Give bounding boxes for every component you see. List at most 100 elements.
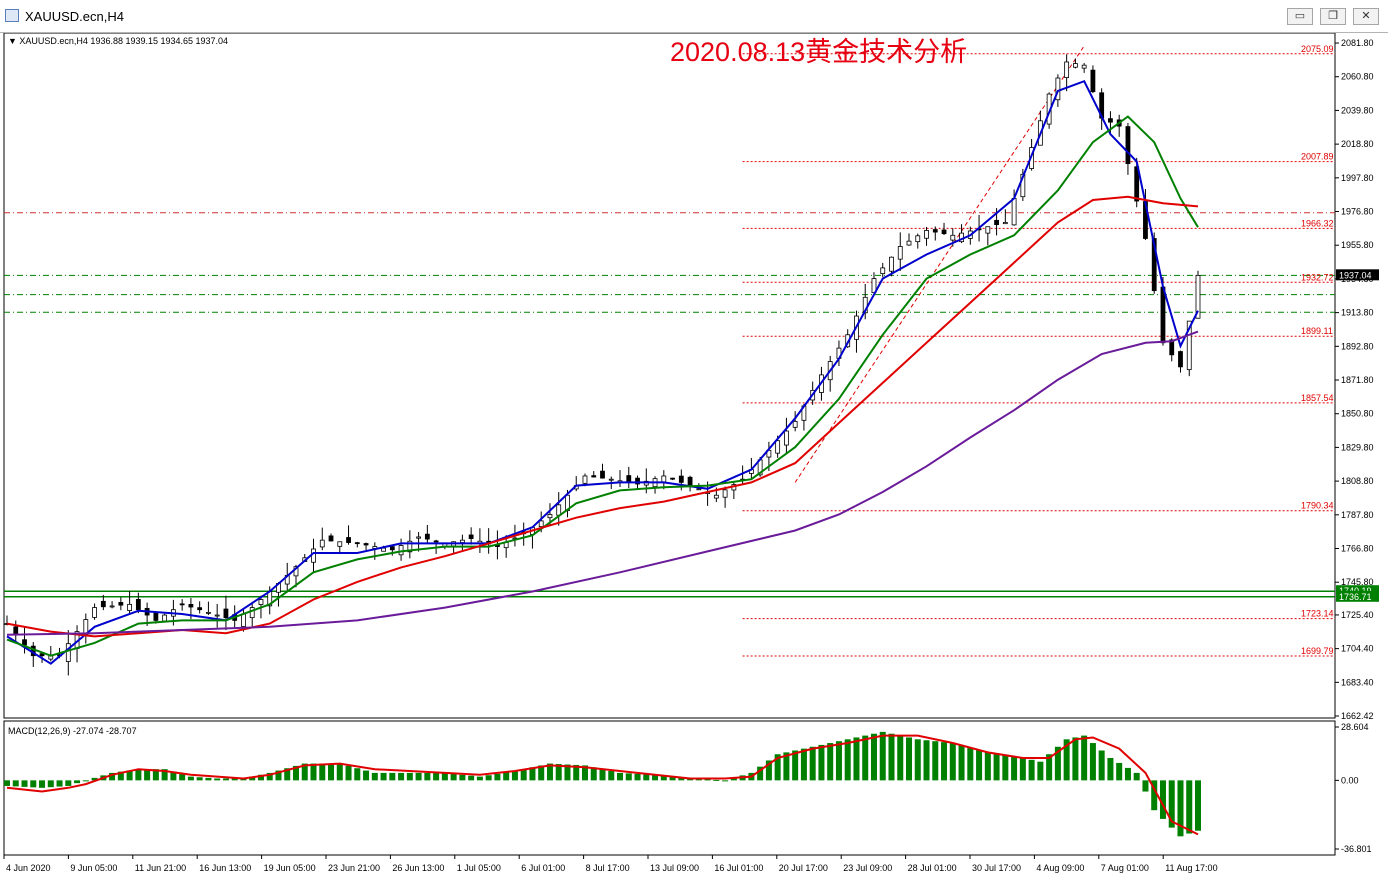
macd-histogram-bar: [468, 775, 475, 781]
level-label: 2075.09: [1301, 44, 1334, 54]
macd-histogram-bar: [310, 763, 317, 781]
macd-histogram-bar: [713, 779, 720, 781]
candle-body: [92, 607, 97, 618]
price-axis-label: 1683.40: [1341, 677, 1374, 687]
close-button[interactable]: ✕: [1353, 8, 1379, 25]
candle-body: [950, 234, 956, 241]
time-axis-label: 11 Jun 21:00: [135, 863, 186, 873]
macd-histogram-bar: [1028, 759, 1035, 781]
candle-body: [538, 520, 544, 528]
candle-body: [626, 475, 632, 483]
candle-body: [1151, 238, 1157, 292]
candle-body: [249, 607, 255, 619]
macd-histogram-bar: [39, 780, 46, 788]
macd-histogram-bar: [783, 752, 790, 781]
macd-histogram-bar: [433, 772, 440, 781]
minimize-button[interactable]: ▭: [1287, 8, 1313, 25]
macd-axis-label: 0.00: [1341, 775, 1359, 785]
macd-histogram-bar: [336, 763, 343, 781]
macd-histogram-bar: [56, 780, 63, 787]
price-axis-label: 1808.80: [1341, 476, 1374, 486]
chart-window[interactable]: ▼ XAUUSD.ecn,H4 1936.88 1939.15 1934.65 …: [0, 32, 1388, 889]
price-axis-label: 2060.80: [1341, 72, 1374, 82]
candle-body: [906, 240, 912, 246]
candle-body: [591, 475, 597, 478]
current-price-label: 1937.04: [1339, 270, 1372, 280]
candle-body: [153, 612, 159, 621]
macd-histogram-bar: [1072, 737, 1079, 781]
macd-histogram-bar: [1116, 762, 1123, 781]
time-axis-label: 16 Jun 13:00: [199, 863, 251, 873]
price-axis-label: 1997.80: [1341, 173, 1374, 183]
macd-histogram-bar: [1107, 757, 1114, 781]
level-label: 1899.11: [1301, 326, 1333, 336]
macd-histogram-bar: [984, 752, 991, 781]
macd-histogram-bar: [862, 735, 869, 781]
candle-body: [206, 611, 211, 614]
macd-histogram-bar: [599, 769, 606, 781]
macd-histogram-bar: [538, 765, 545, 781]
macd-histogram-bar: [669, 776, 676, 781]
macd-axis-label: 28.604: [1341, 722, 1369, 732]
candle-body: [363, 543, 369, 546]
candle-body: [792, 421, 798, 428]
macd-histogram-bar: [459, 774, 466, 781]
macd-histogram-bar: [511, 771, 518, 781]
macd-histogram-bar: [380, 772, 387, 781]
time-axis-label: 11 Aug 17:00: [1165, 863, 1217, 873]
candle-body: [1186, 320, 1192, 371]
level-label: 1966.32: [1301, 218, 1334, 228]
macd-histogram-bar: [888, 733, 895, 781]
candle-body: [214, 614, 220, 617]
candle-body: [22, 639, 27, 646]
macd-histogram-bar: [932, 741, 939, 781]
macd-histogram-bar: [1089, 743, 1096, 781]
candle-body: [381, 547, 386, 552]
price-axis-label: 1976.80: [1341, 207, 1374, 217]
macd-histogram-bar: [284, 768, 291, 781]
macd-histogram-bar: [450, 773, 457, 781]
macd-histogram-bar: [757, 766, 764, 781]
candle-body: [1125, 126, 1131, 164]
macd-histogram-bar: [354, 768, 361, 781]
time-axis-label: 7 Aug 01:00: [1101, 863, 1149, 873]
macd-histogram-bar: [967, 747, 974, 781]
candle-body: [1169, 339, 1175, 356]
macd-histogram-bar: [722, 780, 729, 782]
candle-body: [713, 494, 719, 499]
macd-histogram-bar: [879, 731, 886, 781]
candle-body: [258, 599, 264, 605]
macd-histogram-bar: [179, 774, 186, 781]
candle-body: [135, 599, 141, 611]
time-axis-label: 23 Jul 09:00: [843, 863, 892, 873]
macd-histogram-bar: [161, 769, 168, 781]
time-axis-label: 19 Jun 05:00: [264, 863, 316, 873]
macd-histogram-bar: [371, 772, 378, 781]
price-chart-svg[interactable]: ▼ XAUUSD.ecn,H4 1936.88 1939.15 1934.65 …: [0, 32, 1388, 889]
macd-histogram-bar: [1098, 750, 1105, 781]
macd-histogram-bar: [1081, 735, 1088, 781]
macd-histogram-bar: [1019, 757, 1026, 781]
candle-body: [1064, 61, 1070, 78]
level-label: 1723.14: [1301, 609, 1334, 619]
macd-signal-line: [6, 734, 1199, 836]
macd-histogram-bar: [266, 772, 273, 781]
time-axis-label: 26 Jun 13:00: [392, 863, 444, 873]
window-title: XAUUSD.ecn,H4: [25, 9, 124, 24]
candle-body: [880, 267, 886, 275]
time-axis-label: 9 Jun 05:00: [70, 863, 117, 873]
macd-histogram-bar: [231, 778, 238, 781]
price-axis-label: 1829.80: [1341, 442, 1374, 452]
restore-button[interactable]: ❐: [1320, 8, 1346, 25]
macd-histogram-bar: [765, 760, 772, 781]
candle-body: [416, 536, 421, 539]
macd-histogram-bar: [1186, 780, 1193, 834]
candle-body: [109, 605, 115, 608]
candle-body: [459, 539, 465, 543]
moving-average-line: [6, 115, 1199, 657]
candle-body: [223, 608, 229, 619]
candle-body: [39, 653, 45, 657]
macd-histogram-bar: [800, 748, 807, 781]
time-axis-label: 6 Jul 01:00: [521, 863, 565, 873]
window-titlebar: XAUUSD.ecn,H4 ▭ ❐ ✕: [0, 0, 1388, 33]
